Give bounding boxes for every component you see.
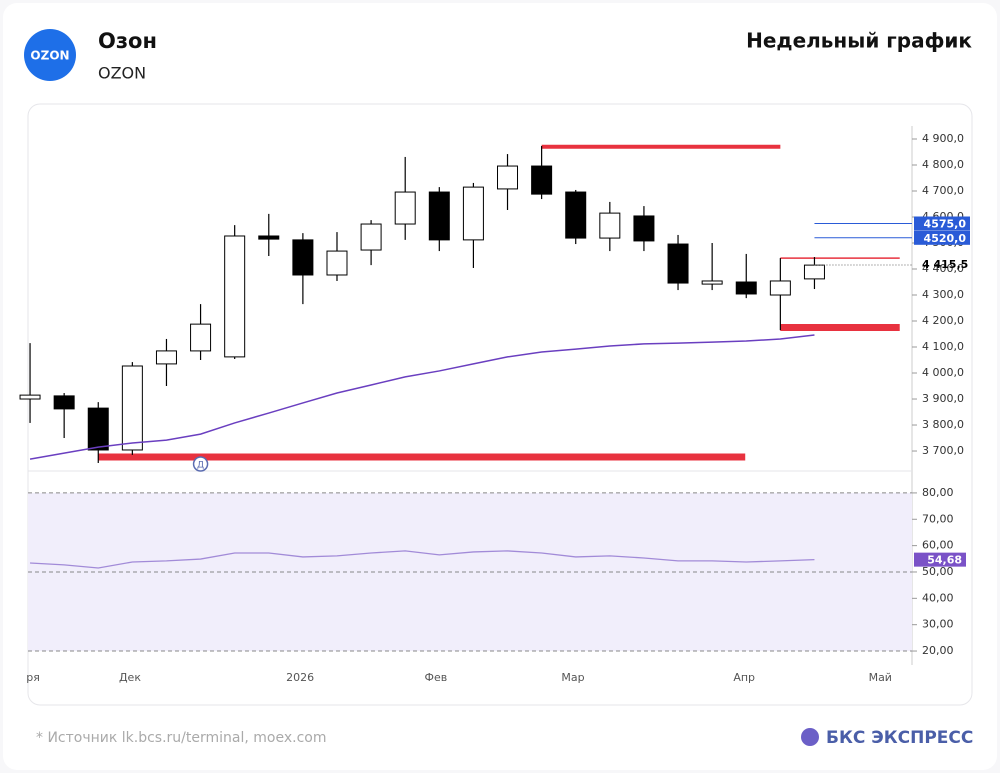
candle-body (735, 281, 757, 295)
company: Озон (98, 29, 157, 53)
candle-body (769, 280, 791, 296)
candle-body (497, 165, 519, 190)
y-tick-label: 40,00 (922, 591, 954, 604)
y-tick-label: 4 100,0 (922, 340, 964, 353)
y-tick-label: 80,00 (922, 486, 954, 499)
y-tick-label: 50,00 (922, 565, 954, 578)
rsi-line (30, 550, 815, 569)
x-tick-label: Май (869, 671, 892, 684)
candle-body (394, 191, 416, 225)
x-tick-label: Дек (119, 671, 141, 684)
source: * Источник lk.bcs.ru/terminal, moex.com (36, 730, 326, 746)
y-tick-label: 3 700,0 (922, 444, 964, 457)
y-tick-label: 4 000,0 (922, 366, 964, 379)
y-tick-label: 3 800,0 (922, 418, 964, 431)
candle-body (531, 165, 553, 195)
candle-body (701, 280, 723, 285)
y-tick-label: 4 900,0 (922, 132, 964, 145)
candle-body (53, 395, 75, 410)
x-tick-label: ря (26, 671, 40, 684)
candle-body (19, 394, 41, 400)
y-tick-label: 60,00 (922, 539, 954, 552)
candle-body (360, 223, 382, 251)
brand: БКС ЭКСПРЕСС (826, 728, 973, 748)
period: Недельный график (746, 29, 972, 53)
x-tick-label: 2026 (286, 671, 314, 684)
level-label: 4575,0 (924, 218, 967, 231)
level-label-box (914, 230, 970, 245)
candle-body (565, 191, 587, 239)
last-price-label: 4 415,5 (922, 258, 968, 271)
y-tick-label: 3 900,0 (922, 392, 964, 405)
dividend-marker (192, 456, 209, 472)
logo (24, 29, 76, 81)
candle-body (633, 215, 655, 242)
x-tick-label: Мар (561, 671, 584, 684)
candle-body (803, 264, 825, 280)
value-label: 54,68 (927, 554, 962, 567)
y-tick-label: 30,00 (922, 618, 954, 631)
candle-body (599, 212, 621, 239)
y-tick-label: 20,00 (922, 644, 954, 657)
value-label-box (914, 552, 966, 567)
y-tick-label: 4 300,0 (922, 288, 964, 301)
brand-icon (801, 728, 819, 746)
y-tick-label: 4 200,0 (922, 314, 964, 327)
y-tick-label: 4 800,0 (922, 158, 964, 171)
candle-body (428, 191, 450, 241)
y-tick-label: 4 700,0 (922, 184, 964, 197)
level-label-box (914, 216, 970, 231)
logo-text: OZON (30, 49, 69, 63)
candle-body (258, 235, 280, 240)
candle-body (190, 323, 212, 352)
candle-body (326, 250, 348, 276)
dividend-label: Д (197, 461, 204, 471)
ticker: OZON (98, 64, 146, 83)
moving-average (29, 334, 815, 460)
candle-body (155, 350, 177, 365)
x-tick-label: Фев (425, 671, 448, 684)
candle-body (292, 239, 314, 276)
candle-body (667, 243, 689, 284)
candle-body (87, 407, 109, 451)
y-tick-label: 4 400,0 (922, 262, 964, 275)
level-label: 4520,0 (924, 232, 967, 245)
candle-body (121, 365, 143, 451)
candle-body (224, 235, 246, 358)
y-tick-label: 70,00 (922, 512, 954, 525)
candle-body (462, 186, 484, 241)
x-tick-label: Апр (733, 671, 755, 684)
